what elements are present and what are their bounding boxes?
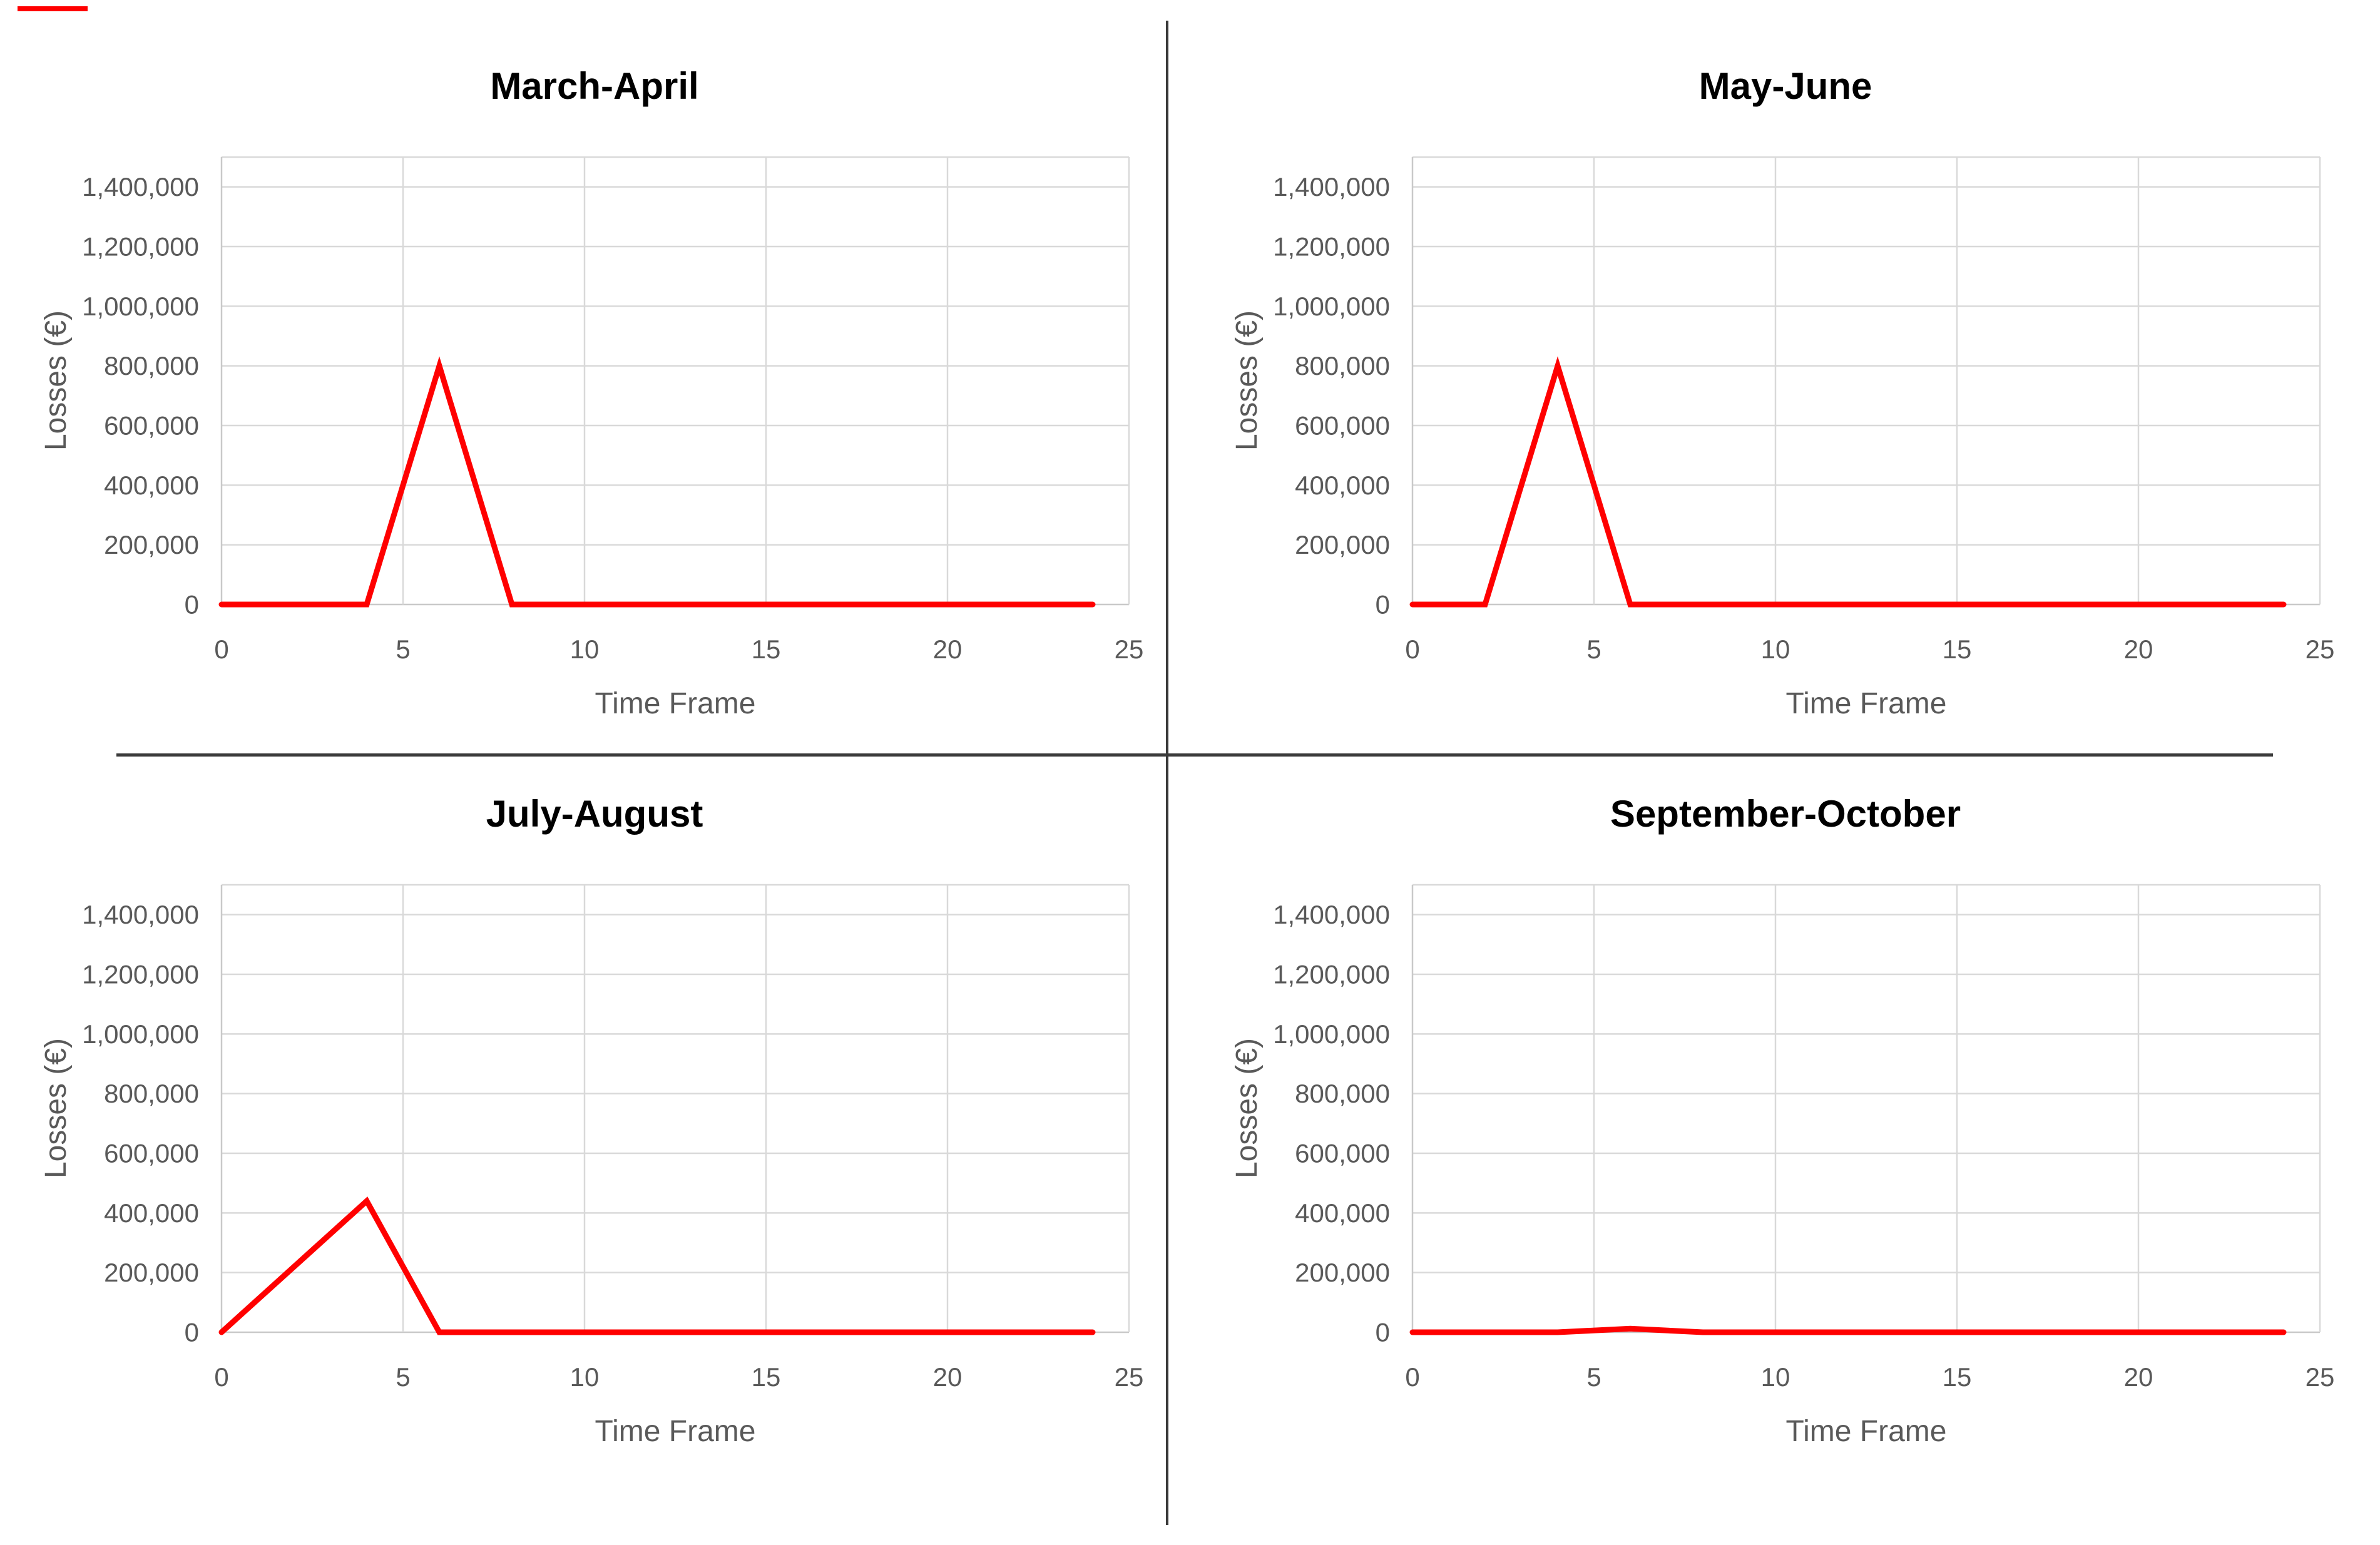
x-axis-tick-label: 10 (570, 1362, 600, 1392)
vertical-divider-line (1166, 21, 1168, 1525)
chart-may-june: 0 200,000 400,000 600,000 800,000 1,000,000 1,… (1191, 0, 2380, 770)
y-axis-tick-label: 400,000 (1295, 471, 1390, 500)
chart-march-april: 0 200,000 400,000 600,000 800,000 1,000,000 1,… (0, 0, 1189, 770)
x-axis-tick-label: 20 (933, 635, 963, 664)
chart-july-august: 0 200,000 400,000 600,000 800,000 1,000,000 1,… (0, 728, 1189, 1497)
y-axis-tick-label: 600,000 (104, 411, 199, 441)
chart-title: July-August (486, 793, 703, 835)
chart-title: September-October (1610, 793, 1961, 835)
y-axis-tick-label: 1,000,000 (1273, 292, 1390, 321)
y-axis-tick-label: 400,000 (104, 1198, 199, 1228)
y-axis-tick-label: 0 (185, 590, 199, 620)
x-axis-tick-label: 5 (1586, 1362, 1601, 1392)
y-axis-tick-label: 400,000 (1295, 1198, 1390, 1228)
x-axis-tick-label: 5 (396, 1362, 410, 1392)
x-axis-tick-label: 0 (1405, 1362, 1419, 1392)
x-axis-tick-label: 25 (1115, 635, 1144, 664)
x-axis-tick-label: 20 (2124, 635, 2153, 664)
x-axis-title: Time Frame (595, 1415, 756, 1448)
loss-line (218, 356, 1096, 608)
chart-svg: 0 200,000 400,000 600,000 800,000 1,000,000 1,… (39, 793, 1144, 1448)
chart-svg: 0 200,000 400,000 600,000 800,000 1,000,000 1,… (1230, 793, 2335, 1448)
y-axis-tick-label: 200,000 (104, 530, 199, 559)
y-axis-tick-label: 200,000 (104, 1258, 199, 1287)
x-axis-tick-label: 10 (1761, 1362, 1790, 1392)
x-axis-tick-label: 15 (1943, 1362, 1972, 1392)
x-axis-title: Time Frame (1786, 1415, 1947, 1448)
y-axis-tick-label: 800,000 (104, 351, 199, 380)
y-axis-tick-label: 400,000 (104, 471, 199, 500)
x-axis-tick-label: 0 (214, 635, 228, 664)
loss-line (218, 1196, 1096, 1335)
horizontal-divider-line (116, 753, 2273, 757)
red-dash-artifact (18, 6, 88, 11)
chart-svg: 0 200,000 400,000 600,000 800,000 1,000,000 1,… (39, 65, 1144, 720)
x-axis-tick-label: 20 (2124, 1362, 2153, 1392)
x-axis-tick-label: 5 (396, 635, 410, 664)
x-axis-tick-label: 0 (1405, 635, 1419, 664)
chart-svg: 0 200,000 400,000 600,000 800,000 1,000,000 1,… (1230, 65, 2335, 720)
x-axis-tick-label: 25 (1115, 1362, 1144, 1392)
y-axis-tick-label: 600,000 (1295, 1139, 1390, 1168)
y-axis-tick-label: 1,400,000 (82, 900, 199, 929)
y-axis-tick-label: 600,000 (1295, 411, 1390, 441)
y-axis-tick-label: 200,000 (1295, 530, 1390, 559)
y-axis-tick-label: 1,400,000 (82, 172, 199, 201)
x-axis-tick-label: 15 (752, 1362, 781, 1392)
y-axis-tick-label: 1,000,000 (1273, 1019, 1390, 1049)
x-axis-title: Time Frame (1786, 687, 1947, 720)
x-axis-tick-label: 25 (2306, 1362, 2335, 1392)
y-axis-tick-label: 0 (1376, 590, 1390, 620)
y-axis-tick-label: 0 (1376, 1318, 1390, 1347)
y-axis-tick-label: 800,000 (1295, 351, 1390, 380)
x-axis-tick-label: 10 (570, 635, 600, 664)
y-axis-tick-label: 600,000 (104, 1139, 199, 1168)
loss-line (1409, 1325, 2287, 1335)
y-axis-title: Losses (€) (39, 1038, 73, 1178)
chart-title: May-June (1699, 65, 1872, 107)
x-axis-tick-label: 15 (752, 635, 781, 664)
y-axis-tick-label: 1,200,000 (1273, 960, 1390, 989)
y-axis-tick-label: 800,000 (1295, 1079, 1390, 1108)
y-axis-tick-label: 1,000,000 (82, 1019, 199, 1049)
x-axis-tick-label: 20 (933, 1362, 963, 1392)
x-axis-tick-label: 10 (1761, 635, 1790, 664)
x-axis-tick-label: 15 (1943, 635, 1972, 664)
y-axis-tick-label: 0 (185, 1318, 199, 1347)
chart-september-october: 0 200,000 400,000 600,000 800,000 1,000,000 1,… (1191, 728, 2380, 1497)
y-axis-tick-label: 200,000 (1295, 1258, 1390, 1287)
y-axis-title: Losses (€) (1230, 310, 1264, 451)
y-axis-tick-label: 1,200,000 (82, 960, 199, 989)
loss-line (1409, 356, 2287, 608)
y-axis-tick-label: 1,400,000 (1273, 172, 1390, 201)
x-axis-tick-label: 0 (214, 1362, 228, 1392)
y-axis-title: Losses (€) (1230, 1038, 1264, 1178)
y-axis-title: Losses (€) (39, 310, 73, 451)
x-axis-tick-label: 25 (2306, 635, 2335, 664)
y-axis-tick-label: 1,000,000 (82, 292, 199, 321)
y-axis-tick-label: 1,200,000 (82, 232, 199, 262)
y-axis-tick-label: 1,400,000 (1273, 900, 1390, 929)
x-axis-title: Time Frame (595, 687, 756, 720)
chart-title: March-April (490, 65, 698, 107)
y-axis-tick-label: 800,000 (104, 1079, 199, 1108)
y-axis-tick-label: 1,200,000 (1273, 232, 1390, 262)
x-axis-tick-label: 5 (1586, 635, 1601, 664)
